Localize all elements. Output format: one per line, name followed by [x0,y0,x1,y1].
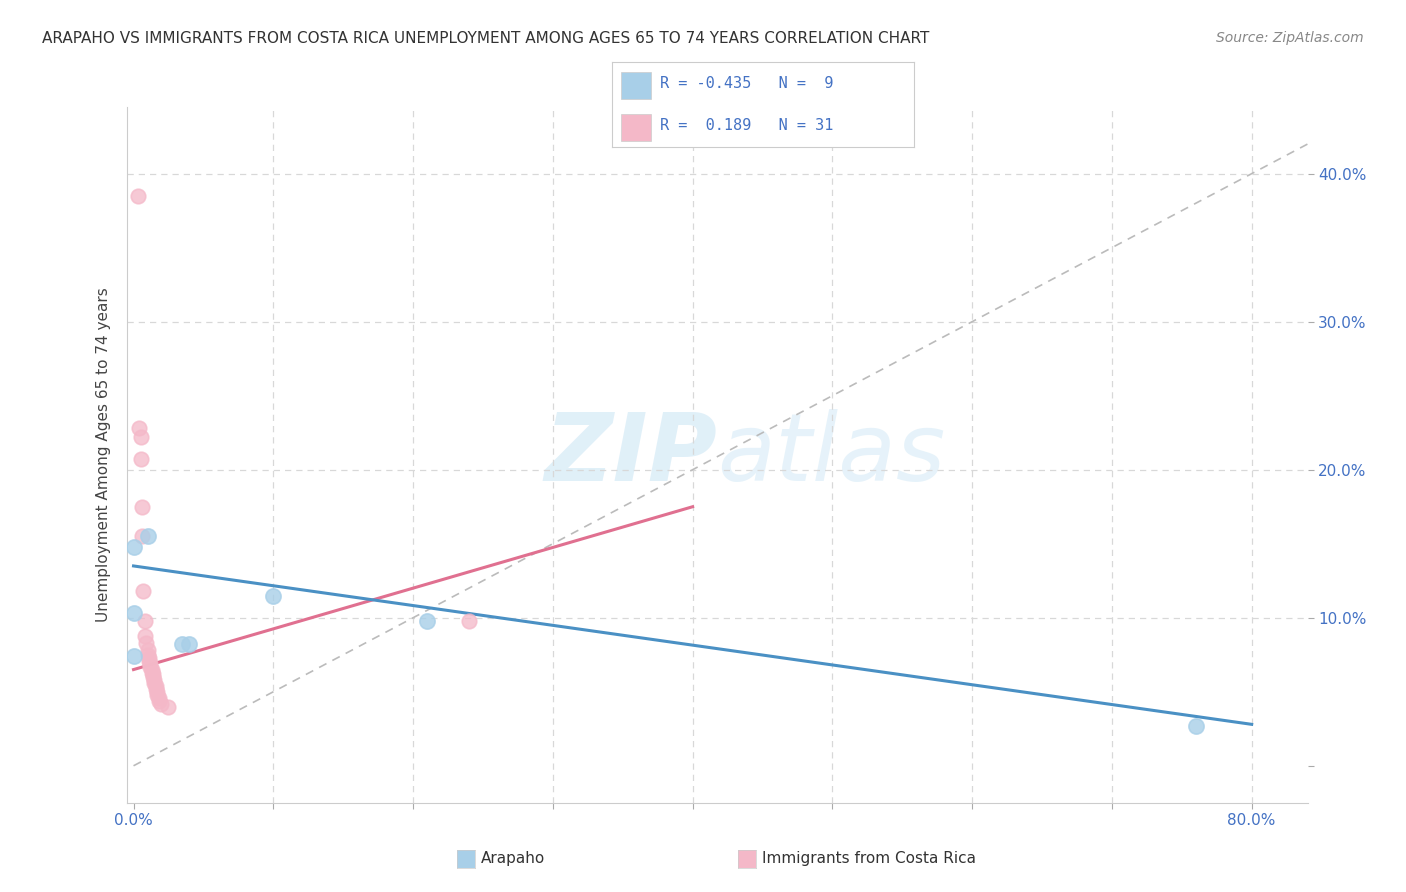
Point [134,614,156,628]
Point [143,673,166,687]
Point [135,636,157,650]
Y-axis label: Unemployment Among Ages 65 to 74 years: Unemployment Among Ages 65 to 74 years [96,287,111,623]
Text: R = -0.435   N =  9: R = -0.435 N = 9 [659,76,834,91]
Point [148,693,170,707]
Point [262,589,284,603]
Point [132,584,155,599]
Point [1184,719,1206,733]
Text: atlas: atlas [717,409,945,500]
Point [139,659,162,673]
Point [136,529,159,543]
Point [172,637,194,651]
Point [122,540,145,554]
Point [148,690,170,705]
Point [416,614,439,628]
Point [129,452,152,467]
Point [129,430,152,444]
Point [146,688,169,702]
Point [458,614,481,628]
Point [122,607,145,621]
Text: ARAPAHO VS IMMIGRANTS FROM COSTA RICA UNEMPLOYMENT AMONG AGES 65 TO 74 YEARS COR: ARAPAHO VS IMMIGRANTS FROM COSTA RICA UN… [42,31,929,46]
Point [127,189,149,203]
Point [142,670,165,684]
Bar [620,114,651,141]
Text: ZIP: ZIP [544,409,717,501]
Point [138,654,160,668]
Text: Immigrants from Costa Rica: Immigrants from Costa Rica [762,852,976,866]
Point [142,667,165,681]
Point [136,643,159,657]
Point [146,685,169,699]
Point [145,681,167,696]
Point [131,500,153,514]
Point [131,529,153,543]
Point [157,699,180,714]
Point [150,697,173,711]
Text: Arapaho: Arapaho [481,852,546,866]
Point [141,665,163,680]
Point [122,649,145,664]
Point [143,676,166,690]
Point [138,650,160,665]
Text: R =  0.189   N = 31: R = 0.189 N = 31 [659,119,834,134]
Point [128,421,150,435]
Point [136,648,159,662]
Point [179,637,201,651]
Bar [620,71,651,99]
Point [141,663,163,677]
Point [145,679,167,693]
Point [134,628,156,642]
Text: Source: ZipAtlas.com: Source: ZipAtlas.com [1216,31,1364,45]
Point [139,657,162,671]
